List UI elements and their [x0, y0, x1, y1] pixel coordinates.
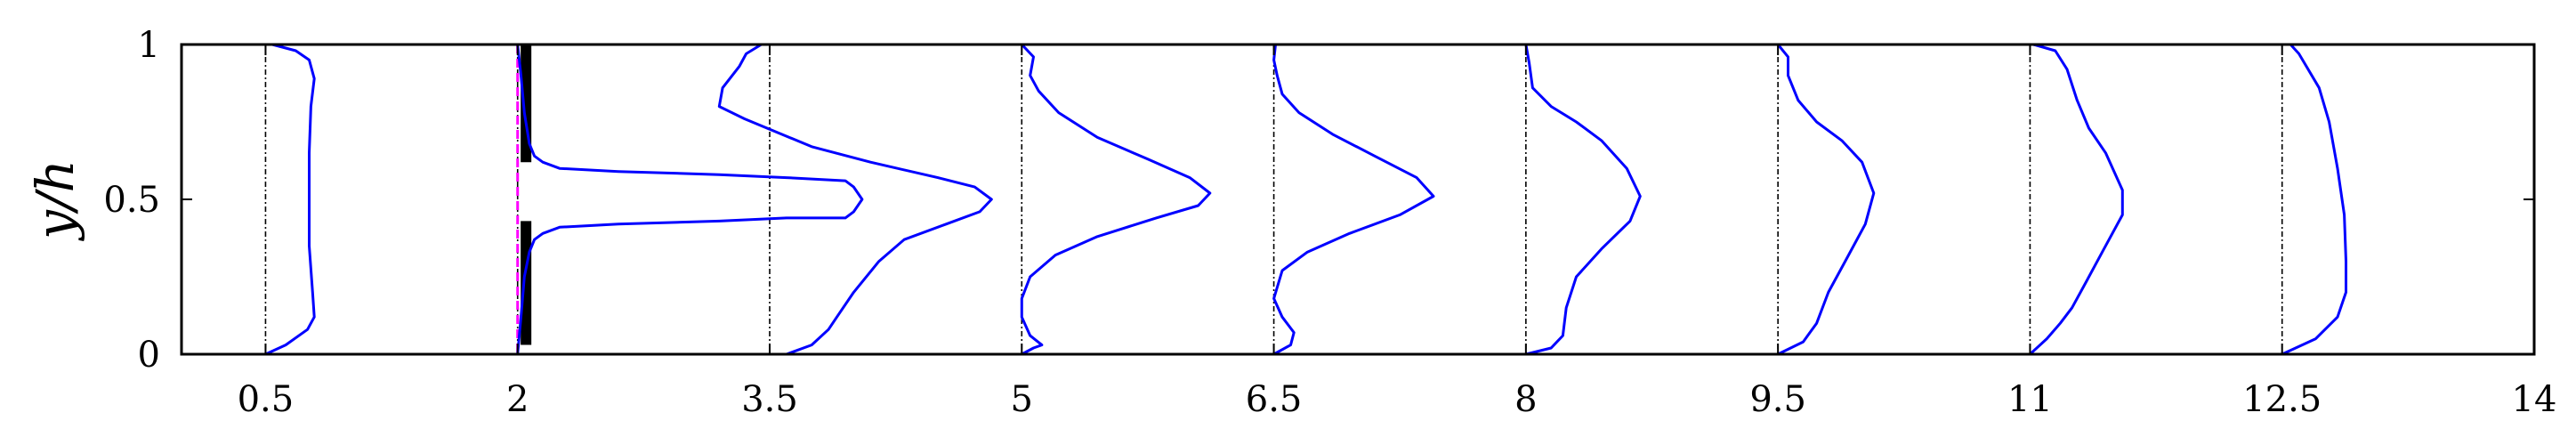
plot-area: 0.5 2 3.5 5 6.5 8 9.5 11 12.5 14 0 0.5 1: [103, 25, 2556, 420]
x-tick-label: 11: [2007, 379, 2053, 420]
x-tick-label: 5: [1011, 379, 1033, 420]
profile-line: [264, 43, 316, 356]
x-tick-label: 12.5: [2242, 379, 2322, 420]
axes-frame: [180, 43, 2536, 356]
x-tick-label: 3.5: [741, 379, 798, 420]
x-tick-label: 0.5: [238, 379, 295, 420]
profile-line: [717, 43, 993, 356]
x-tick-label: 8: [1514, 379, 1537, 420]
profile-line: [2029, 43, 2124, 356]
y-tick-label: 0: [138, 335, 160, 376]
x-tick-label: 2: [506, 379, 529, 420]
profile-line: [1272, 44, 1435, 356]
y-tick-label: 0.5: [103, 180, 160, 221]
x-tick-label: 9.5: [1749, 379, 1806, 420]
x-tick-label: 14: [2512, 379, 2557, 420]
profile-line: [516, 44, 864, 355]
profile-line: [1020, 43, 1212, 356]
x-tick-label: 6.5: [1246, 379, 1303, 420]
profile-line: [1776, 44, 1876, 356]
profile-line: [2281, 43, 2347, 356]
profile-line: [1524, 44, 1642, 356]
y-tick-label: 1: [138, 25, 160, 66]
y-axis-title: y/h: [25, 159, 85, 242]
